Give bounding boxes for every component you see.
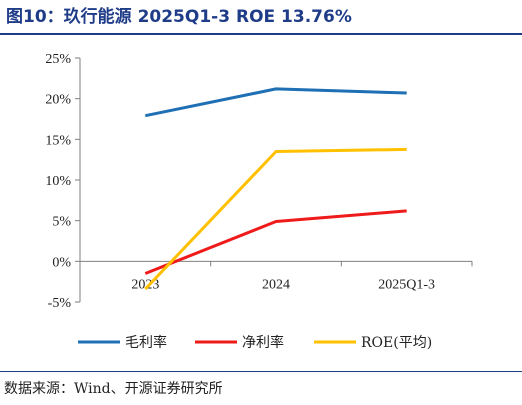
y-tick-label: 15% <box>45 133 71 148</box>
title-underline <box>0 33 522 35</box>
y-tick-label: 20% <box>45 93 71 108</box>
source-note: 数据来源：Wind、开源证券研究所 <box>4 381 223 397</box>
series-line-2 <box>144 209 407 275</box>
x-tick-label: 2025Q1-3 <box>378 277 435 292</box>
figure-title: 图10：玖行能源 2025Q1-3 ROE 13.76% <box>6 7 352 27</box>
y-tick-label: 0% <box>52 255 71 270</box>
series-line-3 <box>144 147 407 291</box>
line-chart: 25%20%15%10%5%0%-5% 2023 2024 2025Q1-3 毛利率… <box>45 52 473 351</box>
bottom-rule <box>0 371 522 372</box>
chart-axes <box>79 58 472 302</box>
y-axis-ticks: 25% 20% 15% 10% 5% 0% -5% <box>45 52 80 311</box>
series-line-1 <box>144 87 407 118</box>
y-tick-label: 25% <box>45 52 71 67</box>
legend-label-1: 毛利率 <box>125 334 167 351</box>
legend-label-2: 净利率 <box>242 334 284 351</box>
x-tick-label: 2024 <box>262 277 290 292</box>
y-tick-label: 5% <box>52 215 71 230</box>
y-tick-label: -5% <box>48 296 72 311</box>
legend-label-3: ROE(平均) <box>361 335 432 351</box>
chart-legend: 毛利率 净利率 ROE(平均) <box>78 334 432 351</box>
x-axis-ticks: 2023 2024 2025Q1-3 <box>79 261 473 292</box>
y-tick-label: 10% <box>45 174 71 189</box>
series-lines <box>144 87 407 291</box>
